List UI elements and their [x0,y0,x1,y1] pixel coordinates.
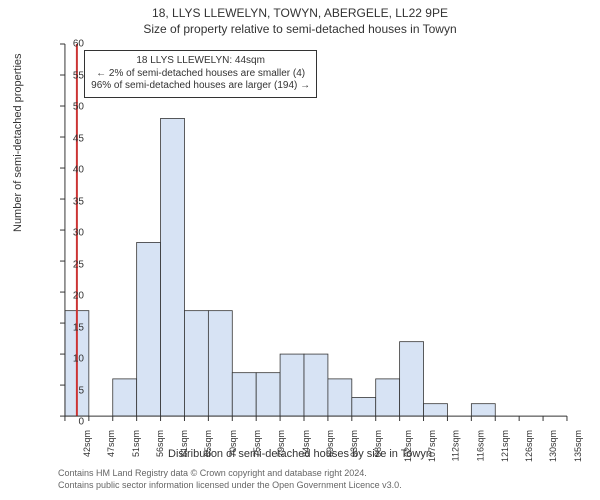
y-tick-label: 0 [58,417,84,428]
histogram-bar [471,404,495,416]
credit-line-1: Contains HM Land Registry data © Crown c… [58,468,568,480]
property-annotation-box: 18 LLYS LLEWELYN: 44sqm ← 2% of semi-det… [84,50,317,98]
credit-text: Contains HM Land Registry data © Crown c… [58,468,568,491]
histogram-bar [280,354,304,416]
y-tick-label: 25 [58,259,84,270]
histogram-bar [137,242,161,416]
histogram-bar [352,397,376,416]
y-tick-label: 10 [58,354,84,365]
annotation-line-1: 18 LLYS LLEWELYN: 44sqm [91,55,310,68]
title-line-1: 18, LLYS LLEWELYN, TOWYN, ABERGELE, LL22… [0,6,600,20]
histogram-bar [328,379,352,416]
chart-titles: 18, LLYS LLEWELYN, TOWYN, ABERGELE, LL22… [0,0,600,36]
histogram-bar [304,354,328,416]
annotation-line-2: ← 2% of semi-detached houses are smaller… [91,68,310,81]
y-tick-label: 35 [58,196,84,207]
annotation-line-3: 96% of semi-detached houses are larger (… [91,80,310,93]
histogram-bar [161,118,185,416]
y-tick-label: 20 [58,291,84,302]
histogram-bar [208,311,232,416]
histogram-bar [256,373,280,416]
y-tick-label: 50 [58,102,84,113]
y-tick-label: 5 [58,385,84,396]
histogram-bar [232,373,256,416]
histogram-bar [376,379,400,416]
histogram-bar [400,342,424,416]
histogram-bar [184,311,208,416]
y-tick-label: 30 [58,228,84,239]
histogram-plot [58,44,568,422]
y-tick-label: 40 [58,165,84,176]
y-axis-label: Number of semi-detached properties [12,53,24,232]
title-line-2: Size of property relative to semi-detach… [0,22,600,36]
y-tick-label: 60 [58,39,84,50]
histogram-bar [113,379,137,416]
y-tick-label: 45 [58,133,84,144]
credit-line-2: Contains public sector information licen… [58,480,568,492]
y-tick-label: 15 [58,322,84,333]
x-axis-label: Distribution of semi-detached houses by … [0,448,600,460]
y-tick-label: 55 [58,70,84,81]
chart-area: 18 LLYS LLEWELYN: 44sqm ← 2% of semi-det… [58,44,568,422]
histogram-bar [424,404,448,416]
